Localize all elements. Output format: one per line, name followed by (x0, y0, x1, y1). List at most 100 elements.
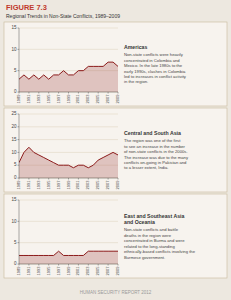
y-tick-label: 20 (11, 124, 17, 129)
panel: 0510151989199119931995199719992001200320… (4, 194, 227, 278)
grid-line (19, 126, 118, 127)
x-tick-label: 1991 (26, 266, 31, 276)
footer: HUMAN SECURITY REPORT 2012 (80, 290, 152, 295)
x-tick-label: 1995 (46, 94, 51, 104)
x-tick-label: 2005 (95, 266, 100, 276)
y-tick-label: 10 (11, 219, 17, 224)
title: FIGURE 7.3 (6, 3, 47, 12)
panel-text: Americas Non-state conflicts were heavily… (124, 44, 187, 85)
panel-annotation-line: The increase was due to the many (124, 155, 189, 160)
panel-title-line: Americas (124, 44, 147, 50)
panel-frame (4, 22, 227, 106)
y-axis (19, 28, 20, 92)
y-tick-label: 5 (14, 68, 17, 73)
x-tick-label: 2007 (105, 266, 110, 276)
x-tick-label: 2007 (105, 180, 110, 190)
y-tick-label: 10 (11, 150, 17, 155)
x-axis (19, 178, 118, 179)
panel-annotation: The region was one of the firstto see an… (124, 138, 189, 170)
panel-annotation-line: in the region. (124, 79, 148, 84)
x-tick-label: 2005 (95, 180, 100, 190)
y-tick-label: 15 (11, 25, 17, 30)
grid-line (19, 221, 118, 222)
x-tick-label: 2009 (115, 94, 120, 104)
panel-annotation-line: Burmese government. (124, 255, 165, 260)
panel-annotation-line: Non-state conflicts and battle (124, 227, 179, 232)
y-tick-label: 25 (11, 111, 17, 116)
x-tick-label: 1997 (56, 266, 61, 276)
grid-line (19, 242, 118, 243)
panel-annotation-line: to a lesser extent, India. (124, 165, 168, 170)
x-tick-label: 1989 (16, 94, 21, 104)
area (19, 251, 118, 264)
panel: 0510152025198919911993199519971999200120… (4, 108, 227, 192)
plot-area (19, 147, 118, 178)
y-tick-label: 10 (11, 47, 17, 52)
y-tick-label: 5 (14, 240, 17, 245)
x-tick-label: 1989 (16, 266, 21, 276)
panel-title-line: Central and South Asia (124, 130, 181, 136)
y-tick-label: 15 (11, 197, 17, 202)
grid-line (19, 28, 118, 29)
y-tick-label: 15 (11, 137, 17, 142)
line (19, 147, 118, 167)
x-tick-label: 1995 (46, 180, 51, 190)
panel-annotation-line: led to increases in conflict activity (124, 74, 187, 79)
panel-title-line: East and Southeast Asia (124, 213, 184, 219)
area (19, 62, 118, 92)
panel-annotation-line: to see an increase in the number (124, 144, 186, 149)
grid-line (19, 139, 118, 140)
x-tick-label: 1999 (66, 266, 71, 276)
y-axis (19, 200, 20, 264)
panel-annotation-line: of non-state conflicts in the 2000s. (124, 149, 188, 154)
grid-line (19, 200, 118, 201)
panel-annotation-line: conflicts on-going in Pakistan and (124, 160, 187, 165)
panel-frame (4, 194, 227, 278)
x-tick-label: 1991 (26, 180, 31, 190)
panel-annotation-line: concentrated in Burma and were (124, 238, 185, 243)
panel-annotation: Non-state conflicts were heavilyconcentr… (124, 52, 187, 84)
line (19, 62, 118, 79)
y-tick-label: 0 (14, 261, 17, 266)
x-tick-label: 2009 (115, 266, 120, 276)
x-tick-label: 2005 (95, 94, 100, 104)
y-tick-label: 0 (14, 89, 17, 94)
panel-annotation: Non-state conflicts and battledeaths in … (124, 227, 196, 259)
y-tick-label: 0 (14, 175, 17, 180)
panel-annotation-line: Non-state conflicts were heavily (124, 52, 184, 57)
x-tick-label: 2007 (105, 94, 110, 104)
panel-text: Central and South Asia The region was one… (124, 130, 189, 171)
grid-line (19, 49, 118, 50)
x-tick-label: 2009 (115, 180, 120, 190)
x-tick-label: 1999 (66, 94, 71, 104)
panel-annotation-line: The region was one of the first (124, 138, 181, 143)
panel-title: Americas (124, 44, 147, 50)
plot-area (19, 251, 118, 264)
panel-annotation-line: deaths in the region were (124, 233, 172, 238)
x-tick-label: 2003 (85, 266, 90, 276)
y-axis (19, 114, 20, 178)
area (19, 147, 118, 178)
y-tick-label: 5 (14, 162, 17, 167)
figure: FIGURE 7.3Regional Trends in Non-State C… (0, 0, 231, 300)
panel-annotation-line: related to the long-standing (124, 244, 175, 249)
x-tick-label: 1997 (56, 94, 61, 104)
panel-title: East and Southeast Asiaand Oceania (124, 213, 184, 225)
x-axis (19, 264, 118, 265)
x-tick-label: 2001 (75, 94, 80, 104)
x-tick-label: 1993 (36, 180, 41, 190)
x-tick-label: 1989 (16, 180, 21, 190)
plot-area (19, 62, 118, 92)
x-tick-label: 1993 (36, 266, 41, 276)
x-axis (19, 92, 118, 93)
panel-frame (4, 108, 227, 192)
panel: 0510151989199119931995199719992001200320… (4, 22, 227, 106)
x-tick-label: 2003 (85, 94, 90, 104)
x-tick-label: 1997 (56, 180, 61, 190)
panel-annotation-line: early 1990s, clashes in Colombia (124, 69, 186, 74)
panel-annotation-line: concentrated in Colombia and (124, 58, 180, 63)
panel-title-line: and Oceania (124, 219, 155, 225)
grid-line (19, 114, 118, 115)
x-tick-label: 2001 (75, 266, 80, 276)
x-tick-label: 2003 (85, 180, 90, 190)
